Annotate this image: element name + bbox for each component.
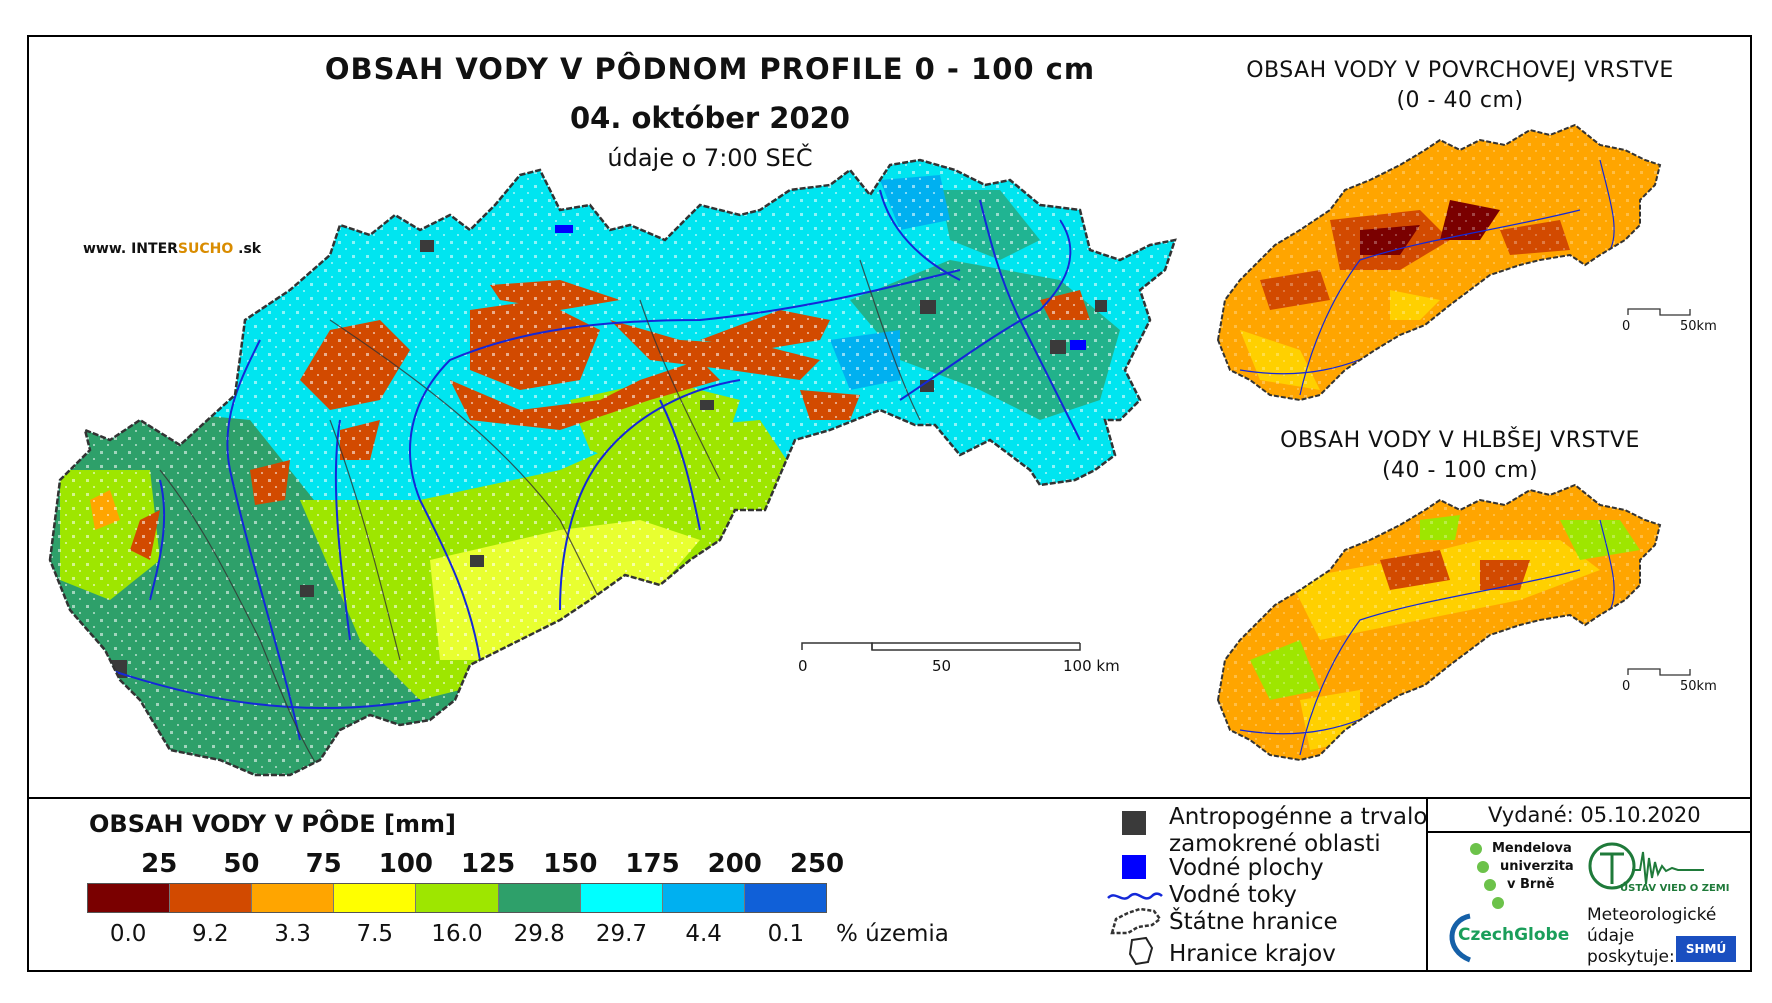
river-label: Vodné toky (1169, 882, 1297, 908)
region-border-label: Hranice krajov (1169, 941, 1336, 967)
threshold-label-2: 50 (223, 849, 260, 879)
top-scale-0: 0 (1622, 319, 1630, 334)
percent-value-6: 29.8 (513, 921, 565, 947)
credits-divider (1426, 797, 1428, 972)
colorbar-class-6 (498, 884, 581, 912)
percent-value-5: 16.0 (431, 921, 483, 947)
colorbar-class-1 (88, 884, 171, 912)
bottom-scale-bar (1627, 668, 1691, 676)
main-scale-bar (801, 642, 1081, 651)
threshold-label-5: 125 (460, 849, 516, 879)
legend-title: OBSAH VODY V PÔDE [mm] (89, 810, 457, 838)
colorbar-class-4 (334, 884, 417, 912)
shmu-logo: SHMÚ (1676, 936, 1736, 962)
legend-divider (27, 797, 1752, 799)
website-prefix: www. INTER (83, 241, 178, 257)
top-scale-50: 50km (1680, 319, 1717, 334)
mendel-line-3: v Brně (1507, 877, 1555, 892)
main-date: 04. október 2020 (569, 101, 850, 135)
provider-line-1: Meteorologické (1587, 905, 1717, 925)
deep-layer-map (1218, 485, 1660, 760)
urban-area-symbol (1122, 811, 1146, 835)
colorbar-class-7 (580, 884, 663, 912)
river-symbol (1107, 892, 1163, 900)
seismograph-icon (1588, 842, 1704, 890)
deep-layer-title: OBSAH VODY V HLBŠEJ VRSTVE (1280, 428, 1640, 453)
urban-area-label-2: zamokrené oblasti (1169, 831, 1381, 857)
colorbar (87, 883, 827, 913)
water-body-label: Vodné plochy (1169, 855, 1324, 881)
colorbar-class-2 (170, 884, 253, 912)
threshold-label-6: 150 (543, 849, 598, 879)
percent-value-7: 29.7 (595, 921, 648, 947)
website-link[interactable]: www. INTERSUCHO .sk (83, 241, 261, 257)
percent-value-1: 0.0 (109, 921, 147, 947)
bottom-scale-50: 50km (1680, 679, 1717, 694)
percent-value-4: 7.5 (356, 921, 394, 947)
ustav-label: ÚSTAV VIED O ZEMI (1620, 883, 1730, 894)
state-border-label: Štátne hranice (1169, 909, 1338, 935)
threshold-label-3: 75 (305, 849, 342, 879)
percent-unit: % územia (836, 921, 949, 947)
colorbar-class-8 (662, 884, 745, 912)
colorbar-class-5 (416, 884, 499, 912)
main-time: údaje o 7:00 SEČ (607, 144, 813, 172)
provider-line-2: údaje (1587, 926, 1635, 946)
main-scale-0: 0 (798, 657, 808, 675)
issued-divider (1426, 831, 1752, 833)
percent-value-9: 0.1 (767, 921, 805, 947)
percent-value-8: 4.4 (685, 921, 722, 947)
deep-layer-depth: (40 - 100 cm) (1381, 458, 1539, 483)
threshold-label-8: 200 (707, 849, 762, 879)
shmu-label: SHMÚ (1685, 942, 1727, 956)
threshold-label-7: 175 (625, 849, 680, 879)
mendel-line-1: Mendelova (1492, 841, 1572, 856)
main-title: OBSAH VODY V PÔDNOM PROFILE 0 - 100 cm (324, 52, 1096, 86)
top-scale-bar (1627, 308, 1691, 316)
region-border-symbol (1128, 936, 1154, 966)
czechglobe-arc-icon (1449, 913, 1472, 963)
surface-layer-title: OBSAH VODY V POVRCHOVEJ VRSTVE (1246, 58, 1674, 83)
threshold-label-9: 250 (789, 849, 845, 879)
surface-layer-depth: (0 - 40 cm) (1396, 88, 1524, 113)
surface-layer-map (1218, 125, 1660, 400)
urban-area-label-1: Antropogénne a trvalo (1169, 804, 1428, 830)
maps-svg: 0 50 100 km 0 50km (48, 124, 1717, 777)
threshold-label-1: 25 (141, 849, 178, 879)
issued-date: Vydané: 05.10.2020 (1488, 803, 1701, 827)
czechglobe-label: CzechGlobe (1458, 925, 1570, 945)
percent-value-3: 3.3 (274, 921, 311, 947)
threshold-label-4: 100 (378, 849, 434, 879)
bottom-scale-0: 0 (1622, 679, 1630, 694)
website-accent: SUCHO (177, 241, 234, 257)
colorbar-class-9 (744, 884, 826, 912)
provider-line-3: poskytuje: (1587, 947, 1675, 967)
data-provider-text: Meteorologické údaje poskytuje: (1587, 905, 1716, 968)
water-body-symbol (1122, 855, 1146, 879)
mendel-dots-icon (1470, 843, 1504, 909)
main-scale-50: 50 (932, 657, 951, 675)
state-border-symbol (1110, 907, 1162, 935)
percent-value-2: 9.2 (192, 921, 229, 947)
mendel-line-2: univerzita (1500, 859, 1574, 874)
website-suffix: .sk (233, 241, 262, 257)
main-scale-100: 100 km (1063, 657, 1120, 675)
colorbar-class-3 (252, 884, 335, 912)
